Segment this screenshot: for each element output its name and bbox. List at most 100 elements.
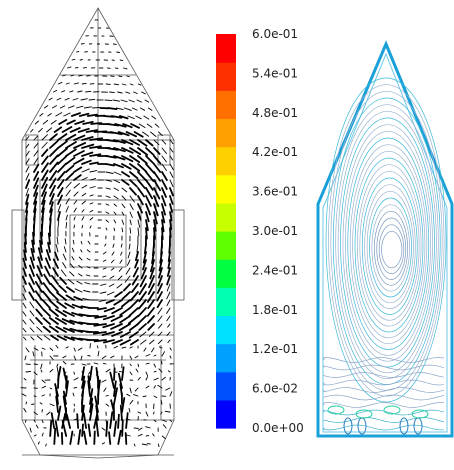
vector-arrow (81, 184, 88, 189)
vector-arrow (41, 432, 44, 437)
vector-arrow (40, 369, 43, 373)
vector-arrow (113, 380, 117, 397)
vector-arrow (64, 97, 70, 101)
vector-arrow (25, 166, 30, 173)
vector-arrow (145, 163, 155, 174)
vector-arrow (93, 339, 107, 343)
vector-arrow (70, 74, 75, 77)
vector-arrow (153, 363, 156, 368)
vector-arrow (153, 139, 160, 146)
vector-arrow (49, 184, 56, 197)
vector-arrow (80, 249, 83, 253)
vector-arrow (105, 163, 115, 167)
contour-line (343, 417, 353, 435)
contour-line (344, 130, 432, 356)
vector-arrow (30, 128, 34, 133)
vector-arrow (162, 424, 167, 429)
vector-arrow (89, 153, 102, 157)
vector-arrow (152, 433, 155, 437)
vector-arrow (98, 299, 107, 302)
vector-arrow (145, 203, 152, 216)
vector-arrow (121, 366, 125, 381)
vector-arrow (22, 302, 27, 309)
vector-arrow (128, 243, 131, 250)
vector-arrow (114, 123, 127, 128)
vector-arrow (64, 302, 75, 309)
vector-arrow (65, 172, 74, 181)
vector-arrow (41, 162, 49, 173)
vector-arrow (120, 99, 128, 103)
vector-arrow (119, 315, 131, 324)
vector-arrow (73, 200, 78, 205)
vector-arrow (158, 131, 163, 137)
vector-arrow (62, 390, 67, 405)
vector-arrow (131, 275, 139, 286)
vector-arrow (42, 282, 51, 293)
vector-arrow (106, 291, 115, 296)
vector-arrow (144, 99, 150, 103)
vector-arrow (137, 315, 147, 325)
vector-arrow (46, 127, 53, 133)
vector-arrow (70, 263, 75, 269)
vector-arrow (161, 187, 167, 198)
vector-arrow (97, 387, 100, 405)
vector-arrow (166, 291, 171, 300)
vector-arrow (113, 345, 118, 349)
vector-arrow (62, 74, 67, 77)
vector-arrow (33, 142, 39, 149)
vector-arrow (57, 81, 63, 85)
vector-arrow (65, 294, 75, 301)
vector-arrow (61, 412, 67, 429)
vector-arrow (82, 121, 94, 125)
vector-arrow (103, 307, 115, 313)
contour-line (349, 144, 428, 345)
vector-arrow (31, 239, 35, 253)
vector-arrow (49, 201, 54, 213)
vector-arrow (112, 243, 115, 248)
vector-arrow (73, 207, 77, 213)
vector-arrow (129, 163, 141, 172)
vector-arrow (48, 308, 59, 317)
vector-arrow (110, 323, 123, 330)
vector-arrow (50, 412, 55, 429)
vector-arrow (124, 432, 128, 445)
contour-line (399, 417, 409, 435)
colorbar-tick-label: 3.0e-01 (252, 224, 298, 238)
contour-line (323, 372, 445, 378)
vector-arrow (128, 99, 135, 103)
contour-line (381, 230, 403, 269)
vector-arrow (166, 275, 171, 286)
colorbar-swatch (216, 287, 236, 317)
vector-arrow (73, 347, 76, 352)
contour-line (364, 184, 416, 310)
colorbar-tick-label: 4.8e-01 (252, 106, 298, 120)
vector-arrow (23, 407, 27, 413)
vector-arrow (82, 298, 91, 301)
vector-arrow (161, 211, 166, 224)
vector-arrow (77, 429, 82, 445)
vector-arrow (121, 299, 131, 308)
vector-arrow (121, 203, 126, 209)
vector-arrow (49, 368, 54, 373)
vector-arrow (129, 171, 139, 180)
vector-arrow (73, 150, 85, 157)
vector-arrow (29, 301, 35, 309)
vector-arrow (126, 259, 131, 266)
vector-arrow (73, 174, 82, 181)
vector-arrow (161, 155, 167, 163)
vector-arrow (127, 115, 135, 120)
colorbar-tick-label: 3.6e-01 (252, 185, 298, 199)
vector-arrow (105, 403, 110, 407)
vector-arrow (85, 129, 99, 133)
vector-arrow (113, 163, 124, 169)
vector-arrow (33, 184, 39, 197)
vector-arrow (81, 363, 87, 366)
contour-line (359, 170, 420, 321)
vector-arrow (58, 284, 67, 293)
vector-arrow (34, 290, 43, 301)
vector-arrow (55, 317, 67, 325)
vector-arrow (50, 334, 59, 341)
vector-arrow (147, 299, 155, 310)
vector-arrow (33, 200, 38, 213)
vector-arrow (49, 146, 59, 157)
